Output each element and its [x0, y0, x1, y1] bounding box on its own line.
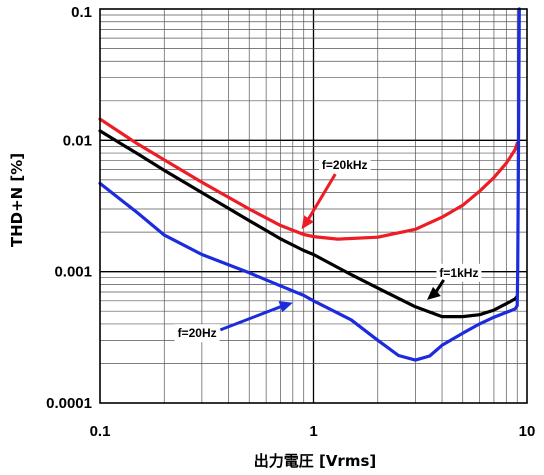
- series-line-f1khz: [98, 129, 519, 319]
- series-line-f20khz: [98, 117, 519, 241]
- annotation-label-f1khz: f=1kHz: [439, 266, 478, 280]
- grid: [100, 9, 527, 403]
- y-tick-label: 0.001: [54, 264, 92, 281]
- x-axis-label: 出力電圧 [Vrms]: [254, 452, 377, 470]
- annotation-arrow-head: [278, 301, 293, 313]
- y-tick-label: 0.01: [63, 132, 92, 149]
- annotation-label-f20hz: f=20Hz: [178, 326, 217, 340]
- annotation-background: [318, 155, 371, 174]
- y-tick-label: 0.1: [71, 4, 92, 21]
- annotation-label-f20khz: f=20kHz: [322, 158, 368, 172]
- annotation-arrow-shaft: [219, 304, 283, 332]
- annotation-background: [174, 324, 220, 343]
- x-tick-label: 10: [519, 423, 536, 440]
- plot-frame: [99, 8, 528, 404]
- annotation-arrow-head: [427, 286, 441, 300]
- y-tick-label: 0.0001: [46, 395, 92, 412]
- annotation-arrow-shaft: [306, 173, 337, 221]
- tick-labels: 0.1 1 10 0.0001 0.001 0.01 0.1: [46, 4, 535, 440]
- annotation-arrow-head: [301, 215, 314, 230]
- x-tick-label: 0.1: [90, 423, 111, 440]
- plot-border: [99, 8, 528, 404]
- annotation-arrow-shaft: [434, 279, 445, 294]
- series-line-f20hz: [98, 7, 521, 362]
- annotations: f=20kHz f=1kHz f=20Hz: [174, 155, 482, 343]
- y-axis-label: THD+N [%]: [8, 153, 26, 247]
- annotation-background: [436, 263, 482, 282]
- x-tick-label: 1: [309, 423, 317, 440]
- series-group: [98, 7, 521, 362]
